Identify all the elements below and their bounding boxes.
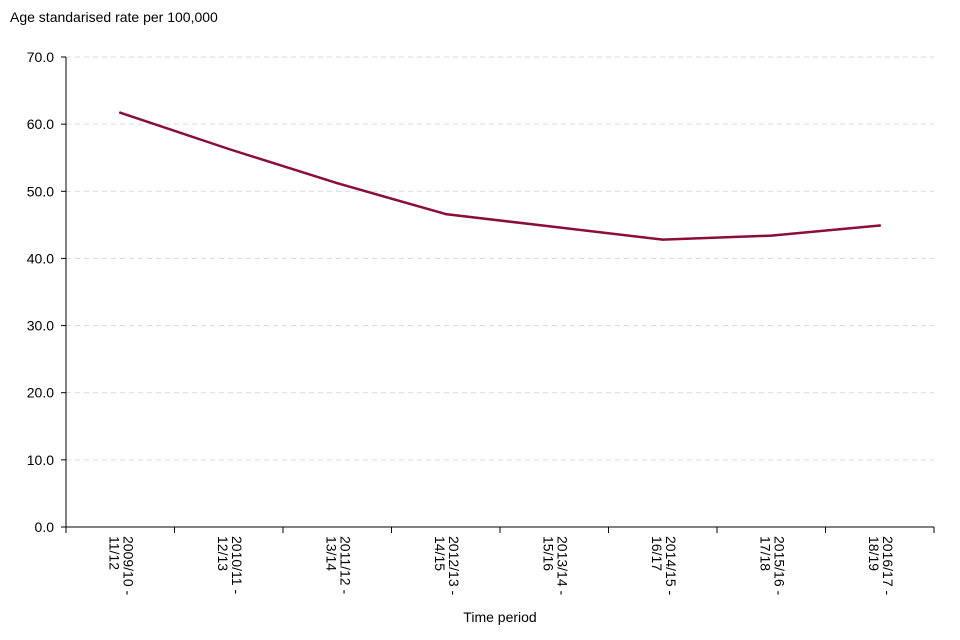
- x-tick-label-line: 2016/17 -: [880, 536, 896, 595]
- data-point: [770, 234, 773, 237]
- y-tick-label: 70.0: [27, 49, 54, 65]
- x-tick-label-line: 18/19: [866, 536, 882, 571]
- series-line: [119, 111, 882, 241]
- y-tick-label: 0.0: [35, 519, 55, 535]
- x-tick-label: 2015/16 -17/18: [757, 536, 787, 595]
- x-axis-title: Time period: [463, 609, 537, 625]
- x-tick-label: 2012/13 -14/15: [432, 536, 462, 595]
- x-tick-label-line: 2015/16 -: [771, 536, 787, 595]
- x-tick-label-line: 2010/11 -: [229, 536, 245, 594]
- y-tick-label: 50.0: [27, 183, 54, 199]
- data-point: [878, 224, 881, 227]
- x-tick-label-line: 2011/12 -: [337, 536, 353, 594]
- x-tick-label: 2014/15 -16/17: [649, 536, 679, 595]
- x-tick-label: 2016/17 -18/19: [866, 536, 896, 595]
- x-tick-label-line: 2014/15 -: [663, 536, 679, 595]
- y-tick-label: 10.0: [27, 452, 54, 468]
- x-tick-label-line: 2012/13 -: [446, 536, 462, 595]
- y-tick-label: 30.0: [27, 318, 54, 334]
- data-point: [336, 182, 339, 185]
- x-tick-label: 2010/11 -12/13: [215, 536, 245, 594]
- data-point: [227, 147, 230, 151]
- x-tick-label-line: 2013/14 -: [554, 536, 570, 595]
- x-tick-label-line: 11/12: [106, 536, 122, 570]
- data-point: [119, 111, 122, 114]
- data-point: [661, 238, 664, 241]
- x-tick-label-line: 17/18: [757, 536, 773, 571]
- x-tick-label-line: 12/13: [215, 536, 231, 571]
- x-tick-label-line: 15/16: [540, 536, 556, 571]
- x-tick-label-line: 13/14: [323, 536, 339, 571]
- data-point: [444, 212, 447, 216]
- y-tick-label: 20.0: [27, 385, 54, 401]
- x-tick-label: 2009/10 -11/12: [106, 536, 136, 595]
- x-tick-label: 2013/14 -15/16: [540, 536, 570, 595]
- y-axis-title: Age standarised rate per 100,000: [10, 9, 218, 25]
- x-tick-label: 2011/12 -13/14: [323, 536, 353, 594]
- x-tick-label-line: 14/15: [432, 536, 448, 571]
- x-tick-label-line: 16/17: [649, 536, 665, 571]
- x-tick-label-line: 2009/10 -: [120, 536, 136, 595]
- data-point: [553, 225, 556, 229]
- y-tick-label: 60.0: [27, 116, 54, 132]
- y-tick-label: 40.0: [27, 250, 54, 266]
